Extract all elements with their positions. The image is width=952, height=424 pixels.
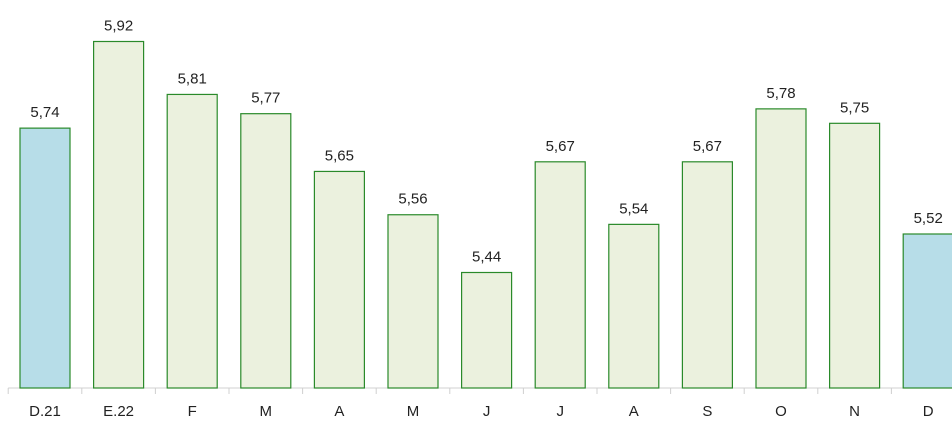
x-tick-label: J [483,403,491,420]
value-label: 5,75 [840,99,869,116]
x-tick-label: O [775,403,787,420]
bar [828,122,881,389]
value-label: 5,44 [472,248,501,265]
value-label: 5,65 [325,147,354,164]
x-tick-label: E.22 [103,403,134,420]
bar [902,233,952,389]
bar [461,271,513,389]
bar [387,214,439,389]
x-tick-label: A [629,403,639,420]
value-label: 5,78 [766,85,795,102]
value-label: 5,67 [546,138,575,155]
value-label: 5,67 [693,138,722,155]
x-tick-label: M [407,403,420,420]
x-tick-label: N [849,403,860,420]
bar [534,161,586,389]
x-tick-label: D [923,403,934,420]
value-label: 5,56 [398,191,427,208]
bar [313,170,365,389]
value-label: 5,52 [914,210,943,227]
bar [755,108,807,389]
bar [166,93,218,389]
value-label: 5,54 [619,200,648,217]
bar [608,223,660,389]
value-label: 5,77 [251,90,280,107]
x-tick-label: J [556,403,564,420]
bar [681,161,734,389]
bar [240,113,292,389]
x-tick-label: A [334,403,344,420]
x-tick-label: M [260,403,273,420]
value-label: 5,74 [30,104,59,121]
value-label: 5,92 [104,17,133,34]
bar [19,127,71,389]
x-tick-label: D.21 [29,403,61,420]
bar [92,40,145,389]
x-tick-label: F [188,403,197,420]
value-label: 5,81 [178,70,207,87]
x-tick-label: S [702,403,712,420]
